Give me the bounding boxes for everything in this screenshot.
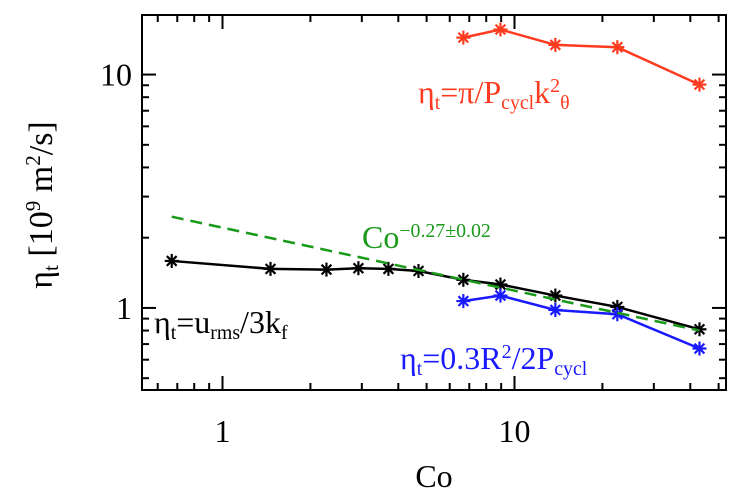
data-point [456, 30, 471, 45]
data-point [381, 261, 396, 276]
marker-stroke [693, 342, 706, 355]
text-part: η [23, 271, 60, 289]
text-part: θ [560, 92, 570, 114]
data-point [351, 261, 366, 276]
y-tick-label: 10 [100, 57, 132, 93]
text-part: t [417, 358, 423, 380]
text-part: 2 [550, 75, 560, 97]
text-part: f [281, 322, 288, 344]
annotation: ηt=urms/3kf [154, 304, 288, 344]
text-part: η [418, 74, 435, 110]
text-part: k [534, 74, 550, 110]
marker-stroke [693, 78, 706, 91]
y-axis-label: ηt [109 m2/s] [21, 121, 63, 289]
text-part: =0.3R [422, 340, 502, 376]
text-part: [10 [23, 211, 60, 265]
text-part: 9 [21, 201, 45, 212]
data-point [263, 261, 278, 276]
data-point [493, 22, 508, 37]
plot-frame [141, 14, 727, 391]
text-part: t [39, 265, 63, 271]
marker-stroke [352, 262, 365, 274]
marker-stroke [320, 263, 333, 276]
text-part: 2 [21, 155, 45, 166]
marker-stroke [611, 41, 624, 53]
text-part: rms [210, 322, 240, 344]
annotation: ηt=0.3R2/2Pcycl [400, 340, 588, 380]
text-part: =u [176, 304, 210, 340]
text-part: /s] [23, 121, 60, 155]
text-part: /2P [512, 340, 555, 376]
text-part: η [400, 340, 417, 376]
annotation: ηt=π/Pcyclk2θ [418, 74, 570, 114]
marker-stroke [382, 263, 395, 275]
x-tick-label: 1 [215, 413, 231, 449]
marker-stroke [264, 263, 277, 275]
text-part: −0.27±0.02 [399, 220, 490, 242]
y-tick-label: 1 [116, 290, 132, 326]
data-point [456, 272, 471, 287]
marker-stroke [494, 23, 507, 36]
data-point [610, 40, 625, 55]
marker-stroke [457, 295, 470, 307]
data-point [164, 253, 179, 268]
text-part: =π/P [440, 74, 501, 110]
text-part: Co [362, 219, 399, 255]
series-line [171, 215, 700, 332]
text-part: m [23, 166, 60, 201]
marker-stroke [457, 274, 470, 286]
data-point [692, 77, 707, 92]
data-point [319, 262, 334, 277]
text-part: cycl [501, 92, 535, 114]
marker-stroke [166, 255, 178, 267]
data-point [493, 288, 508, 303]
data-point [692, 341, 707, 356]
data-point [548, 302, 563, 317]
data-point [456, 294, 471, 309]
text-part: η [154, 304, 171, 340]
text-part: 2 [502, 341, 512, 363]
text-part: /3k [240, 304, 281, 340]
x-tick-label: 10 [499, 413, 531, 449]
marker-stroke [611, 308, 624, 320]
annotation: Co−0.27±0.02 [362, 219, 491, 255]
text-part: t [171, 322, 177, 344]
marker-stroke [457, 31, 470, 44]
marker-stroke [549, 304, 562, 316]
text-part: t [435, 92, 441, 114]
text-part: cycl [554, 358, 588, 380]
data-point [548, 37, 563, 52]
x-axis-label: Co [415, 458, 452, 494]
marker-stroke [549, 39, 562, 51]
marker-stroke [494, 289, 507, 302]
data-point [548, 288, 563, 303]
